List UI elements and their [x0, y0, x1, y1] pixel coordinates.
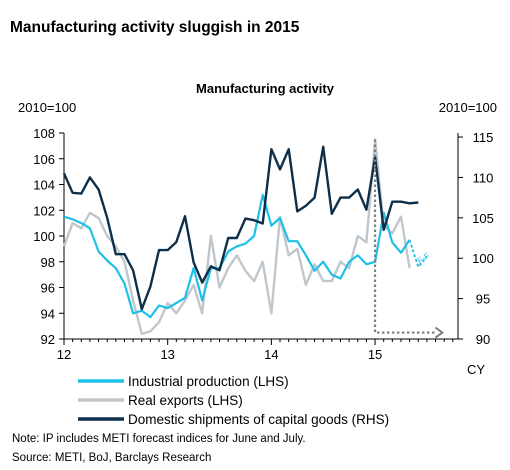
right-tick-label: 115	[473, 130, 494, 145]
series-line-0	[63, 193, 411, 319]
left-tick-label: 108	[33, 126, 55, 141]
right-tick-label: 95	[476, 292, 490, 307]
series-line-1	[62, 138, 411, 335]
legend-label: Real exports (LHS)	[128, 393, 243, 408]
legend-label: Domestic shipments of capital goods (RHS…	[128, 412, 389, 427]
forecast-line	[408, 239, 428, 269]
forecast-arrow-head	[434, 326, 445, 339]
left-tick-label: 100	[33, 229, 55, 244]
right-axis-label: 2010=100	[439, 100, 497, 115]
left-tick-label: 92	[41, 332, 55, 347]
right-tick-label: 100	[472, 251, 494, 266]
figure-title: Manufacturing activity sluggish in 2015	[10, 19, 300, 36]
left-tick-label: 98	[41, 255, 55, 270]
legend-label: Industrial production (LHS)	[128, 374, 289, 389]
chart-title: Manufacturing activity	[196, 81, 335, 96]
left-tick-label: 96	[41, 281, 55, 296]
left-tick-label: 104	[33, 178, 55, 193]
x-tick-label: 14	[264, 347, 278, 362]
legend: Industrial production (LHS) Real exports …	[78, 374, 389, 427]
left-axis-label: 2010=100	[18, 100, 76, 115]
forecast-label: F-F	[416, 251, 432, 266]
right-tick-label: 90	[476, 332, 490, 347]
chart-note: Note: IP includes METI forecast indices …	[12, 433, 306, 445]
chart-source: Source: METI, BoJ, Barclays Research	[12, 452, 211, 464]
series-line-2	[62, 145, 419, 311]
forecast-arrow-line	[373, 139, 437, 334]
x-unit-label: CY	[467, 362, 485, 377]
x-tick-label: 12	[57, 347, 71, 362]
right-tick-label: 110	[473, 170, 494, 185]
left-tick-label: 106	[33, 152, 55, 167]
plot-area: F-F	[62, 138, 445, 339]
left-tick-label: 102	[33, 203, 55, 218]
axes: 92 94 96 98 100 102 104 106 108 90 95 100 105 110 115 1…	[33, 126, 494, 362]
left-tick-label: 94	[41, 306, 55, 321]
right-tick-label: 105	[472, 211, 494, 226]
x-tick-label: 15	[368, 347, 382, 362]
x-tick-label: 13	[160, 347, 174, 362]
